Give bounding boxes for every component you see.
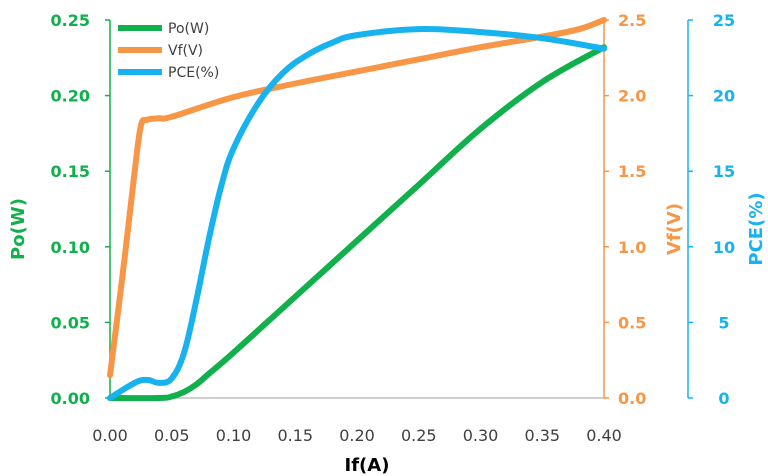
pce-tick-label: 20 [713,87,735,106]
pce-tick-label: 25 [713,11,735,30]
pce-axis-title: PCE(%) [746,192,767,265]
po-tick-label: 0.00 [51,389,90,408]
series-layer [107,17,607,402]
vf-tick-label: 0.0 [618,389,646,408]
vf-tick-label: 1.5 [618,162,646,181]
legend-label-po: Po(W) [168,21,209,37]
vf-axis-title: Vf(V) [664,203,685,255]
pce-tick-label: 15 [713,162,735,181]
axes-layer: 0.00 0.05 0.10 0.15 0.20 0.25 0.30 0.35 0.40If(A… [8,11,767,476]
x-tick-label: 0.20 [339,426,375,445]
x-tick-label: 0.00 [92,426,128,445]
x-tick-label: 0.05 [154,426,190,445]
x-tick-label: 0.35 [524,426,560,445]
po-series-line [107,44,607,402]
chart-legend: Po(W) Vf(V) PCE(%) [118,21,219,81]
x-tick-label: 0.15 [277,426,313,445]
po-tick-label: 0.25 [51,11,90,30]
x-axis-title: If(A) [345,455,390,476]
vf-tick-label: 2.0 [618,87,646,106]
pce-tick-label: 5 [718,313,729,332]
x-tick-label: 0.40 [586,426,622,445]
vf-tick-label: 1.0 [618,238,646,257]
x-tick-label: 0.25 [401,426,437,445]
po-tick-label: 0.05 [51,313,90,332]
legend-label-vf: Vf(V) [168,43,203,59]
pce-tick-label: 10 [713,238,735,257]
x-tick-label: 0.30 [463,426,499,445]
legend-label-pce: PCE(%) [168,65,219,81]
po-tick-label: 0.15 [51,162,90,181]
vf-series-line [107,17,607,379]
x-tick-label: 0.10 [216,426,252,445]
vf-tick-label: 2.5 [618,11,646,30]
pce-tick-label: 0 [718,389,729,408]
vf-tick-label: 0.5 [618,313,646,332]
pce-series-line [107,25,607,401]
po-tick-label: 0.10 [51,238,90,257]
po-axis-title: Po(W) [8,198,29,260]
po-tick-label: 0.20 [51,87,90,106]
